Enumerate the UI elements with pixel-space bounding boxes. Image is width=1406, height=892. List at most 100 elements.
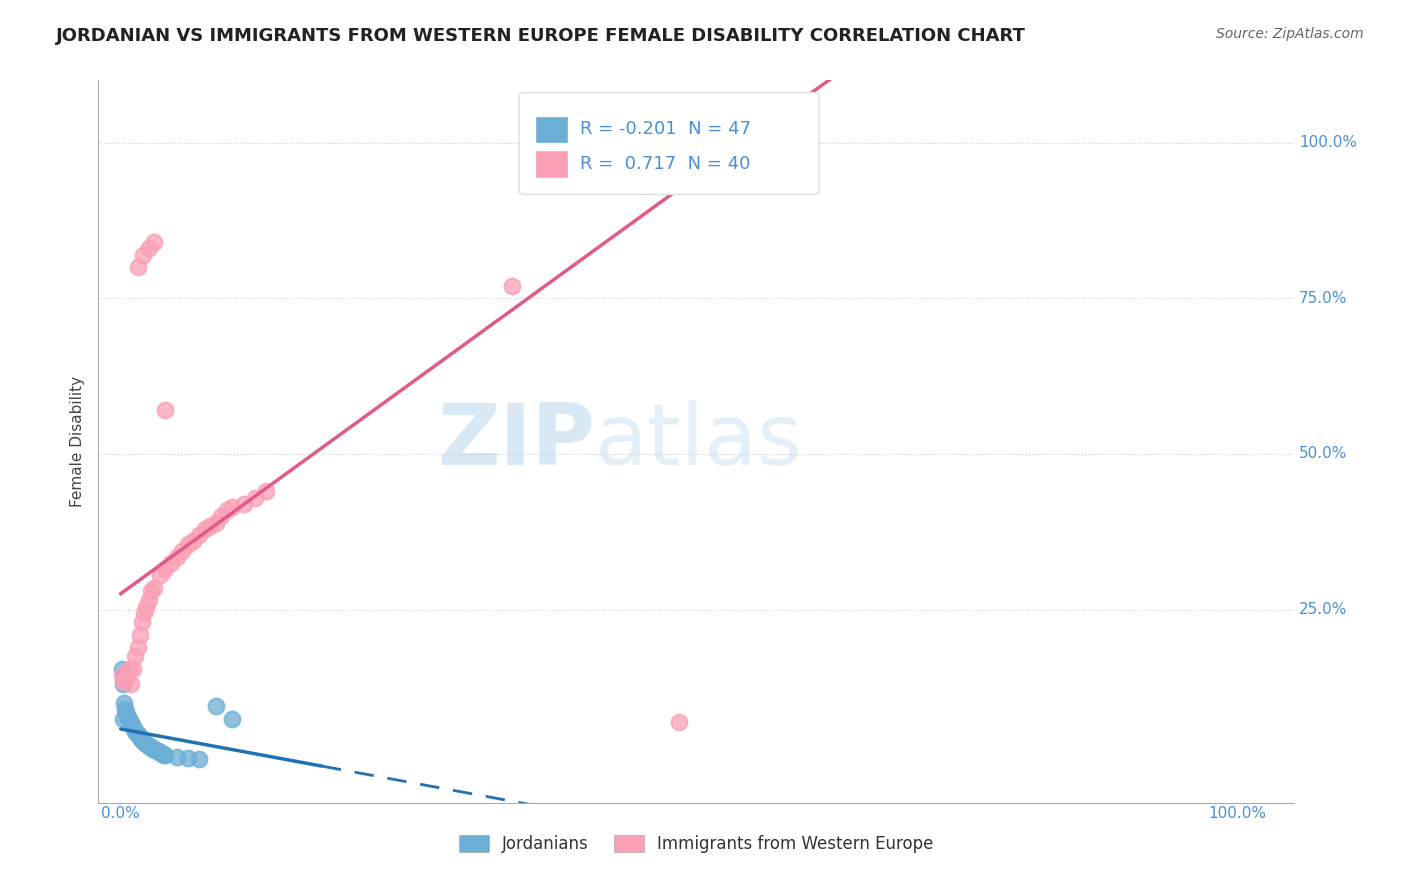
Point xyxy=(122,723,145,737)
Text: R = -0.201  N = 47: R = -0.201 N = 47 xyxy=(581,120,751,138)
Point xyxy=(132,248,155,262)
Point xyxy=(135,737,157,751)
Y-axis label: Female Disability: Female Disability xyxy=(69,376,84,508)
Point xyxy=(112,696,135,710)
Text: 100.0%: 100.0% xyxy=(1209,805,1267,821)
Bar xyxy=(534,151,568,178)
Point xyxy=(134,736,156,750)
Point xyxy=(138,242,160,256)
Text: Source: ZipAtlas.com: Source: ZipAtlas.com xyxy=(1216,27,1364,41)
Text: 50.0%: 50.0% xyxy=(1299,447,1347,461)
Point xyxy=(172,543,194,558)
Point xyxy=(111,712,134,726)
Text: 25.0%: 25.0% xyxy=(1299,602,1347,617)
Text: R =  0.717  N = 40: R = 0.717 N = 40 xyxy=(581,155,751,173)
Point xyxy=(115,706,138,720)
Point xyxy=(122,662,145,676)
Text: 0.0%: 0.0% xyxy=(101,805,141,821)
Point xyxy=(139,584,162,599)
Text: ZIP: ZIP xyxy=(437,400,595,483)
Point xyxy=(668,714,690,729)
Point xyxy=(204,516,226,530)
Point xyxy=(198,518,221,533)
Point xyxy=(155,403,177,417)
Point xyxy=(135,599,157,614)
Point xyxy=(124,724,146,739)
Point xyxy=(187,751,209,765)
Point xyxy=(146,744,169,758)
Text: JORDANIAN VS IMMIGRANTS FROM WESTERN EUROPE FEMALE DISABILITY CORRELATION CHART: JORDANIAN VS IMMIGRANTS FROM WESTERN EUR… xyxy=(56,27,1026,45)
Point xyxy=(155,748,177,763)
Point xyxy=(143,235,166,250)
Text: 100.0%: 100.0% xyxy=(1299,135,1357,150)
Point xyxy=(204,699,226,714)
Point xyxy=(129,731,152,746)
Point xyxy=(111,668,134,682)
Point xyxy=(160,556,183,570)
Point xyxy=(193,522,215,536)
Point xyxy=(117,708,139,723)
Point xyxy=(209,509,232,524)
Point xyxy=(111,677,134,691)
Point xyxy=(117,662,139,676)
Point xyxy=(112,668,135,682)
Point xyxy=(125,726,148,740)
Point xyxy=(150,747,173,761)
Point xyxy=(115,671,138,685)
Point xyxy=(134,735,156,749)
Point xyxy=(232,497,254,511)
Point xyxy=(149,745,172,759)
Point xyxy=(145,743,167,757)
Text: 75.0%: 75.0% xyxy=(1299,291,1347,306)
Point xyxy=(166,749,188,764)
Point xyxy=(120,716,142,731)
Point xyxy=(111,674,134,689)
Point xyxy=(141,741,163,756)
Point xyxy=(152,747,174,762)
Point xyxy=(142,741,165,756)
Point xyxy=(139,740,162,755)
Point xyxy=(183,534,205,549)
Point xyxy=(177,537,200,551)
Point xyxy=(254,484,277,499)
Point xyxy=(124,649,146,664)
Point xyxy=(121,718,143,732)
Point xyxy=(114,702,136,716)
Point xyxy=(215,503,238,517)
Point xyxy=(122,720,145,734)
Point xyxy=(128,729,150,743)
Point xyxy=(127,640,149,654)
Point xyxy=(149,568,172,582)
Point xyxy=(143,581,166,595)
Point xyxy=(139,739,162,754)
Point xyxy=(145,743,167,757)
Point xyxy=(243,491,266,505)
Point xyxy=(221,712,243,726)
FancyBboxPatch shape xyxy=(519,93,820,194)
Point xyxy=(128,731,150,745)
Legend: Jordanians, Immigrants from Western Europe: Jordanians, Immigrants from Western Euro… xyxy=(451,828,941,860)
Point xyxy=(127,727,149,741)
Point xyxy=(128,627,150,641)
Point xyxy=(111,662,134,676)
Point xyxy=(117,712,139,726)
Point xyxy=(166,549,188,564)
Point xyxy=(132,734,155,748)
Point xyxy=(138,739,160,753)
Text: atlas: atlas xyxy=(595,400,803,483)
Point xyxy=(148,745,170,759)
Point xyxy=(177,751,200,765)
Point xyxy=(127,260,149,274)
Point xyxy=(134,606,156,620)
Point xyxy=(780,136,803,150)
Point xyxy=(501,278,523,293)
Point xyxy=(118,714,141,728)
Point xyxy=(143,742,166,756)
Point xyxy=(131,732,153,747)
Point xyxy=(136,738,159,752)
Point xyxy=(120,677,142,691)
Point xyxy=(149,746,172,760)
Point xyxy=(155,562,177,576)
Bar xyxy=(534,116,568,143)
Point xyxy=(138,593,160,607)
